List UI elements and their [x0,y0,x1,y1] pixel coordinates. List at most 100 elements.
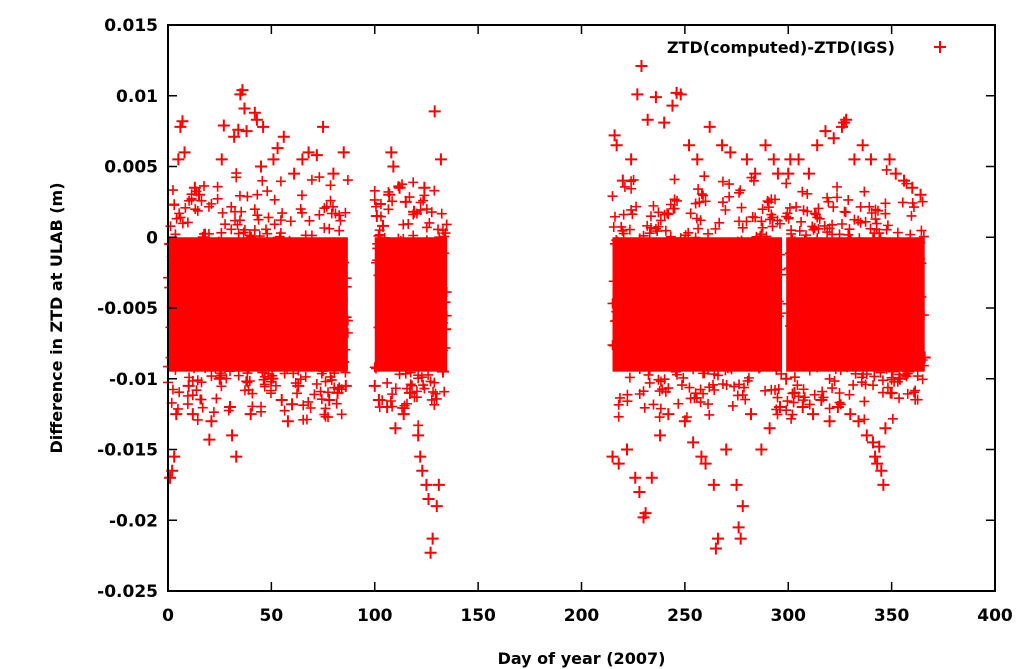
data-point [755,443,768,456]
data-point [257,120,270,133]
data-point [802,167,815,180]
data-point [188,181,201,194]
data-point [759,139,772,152]
data-point [852,415,865,428]
data-point [428,105,441,118]
data-point [168,450,181,463]
data-point [898,174,911,187]
data-point [238,102,251,115]
data-point [827,132,840,145]
data-point [275,393,288,406]
data-point [910,344,923,357]
data-point [302,146,315,159]
data-point [439,323,452,336]
data-point [205,415,218,428]
data-point [331,386,344,399]
data-point [217,119,230,132]
dense-band-markers-3 [781,164,929,425]
x-tick-label: 0 [162,606,174,626]
data-point [412,429,425,442]
data-point [703,120,716,133]
data-point [215,153,228,166]
data-point [606,450,619,463]
data-point [711,532,724,545]
data-point [255,160,268,173]
data-point [170,408,183,421]
data-point [408,205,421,218]
data-point [337,146,350,159]
data-point [385,146,398,159]
data-point [434,153,447,166]
data-point [678,415,691,428]
y-tick-label: 0.01 [116,87,158,107]
data-point [709,542,722,555]
data-point [639,507,652,520]
data-point [773,401,786,414]
data-point [807,408,820,421]
data-point [271,142,284,155]
data-point [224,401,237,414]
data-point [399,195,412,208]
data-point [228,130,241,143]
data-point [203,433,216,446]
data-point [389,422,402,435]
x-tick-label: 300 [771,606,807,626]
x-axis-title: Day of year (2007) [498,649,666,668]
data-point [883,153,896,166]
data-point [906,181,919,194]
data-point [288,167,301,180]
legend-marker-plus [934,41,946,53]
data-point [426,532,439,545]
legend: ZTD(computed)-ZTD(IGS) [667,38,946,57]
y-tick-label: -0.025 [97,582,158,602]
data-point [720,443,733,456]
data-point [749,167,762,180]
data-point [736,500,749,513]
data-point [616,174,629,187]
data-point [831,401,844,414]
data-point [292,379,305,392]
data-point [788,386,801,399]
data-point [763,422,776,435]
data-point [424,546,437,559]
data-point [683,139,696,152]
data-point [782,167,795,180]
data-point [662,408,675,421]
data-point [236,84,249,97]
dense-band-markers-2 [607,171,787,423]
data-point [281,415,294,428]
data-point [635,60,648,73]
data-point [914,188,927,201]
y-tick-label: -0.015 [97,441,158,461]
data-point [414,450,427,463]
data-point [267,153,280,166]
data-point [707,478,720,491]
data-point [372,393,385,406]
dense-band-markers-1 [369,177,452,431]
data-point [416,464,429,477]
data-point [730,478,743,491]
data-point [186,408,199,421]
data-point [666,99,679,112]
data-point [393,181,406,194]
data-point [193,188,206,201]
data-point [608,129,621,142]
data-point [819,125,832,138]
data-point [620,443,633,456]
data-point [403,386,416,399]
y-tick-label: 0.015 [104,16,158,36]
data-point [811,139,824,152]
data-point [436,365,449,378]
data-point [687,436,700,449]
data-point [732,521,745,534]
data-point [368,379,381,392]
data-point [641,113,654,126]
x-tick-label: 400 [977,606,1013,626]
x-tick-label: 200 [564,606,600,626]
data-point [902,365,915,378]
data-point [654,429,667,442]
data-point [317,120,330,133]
data-point [230,450,243,463]
